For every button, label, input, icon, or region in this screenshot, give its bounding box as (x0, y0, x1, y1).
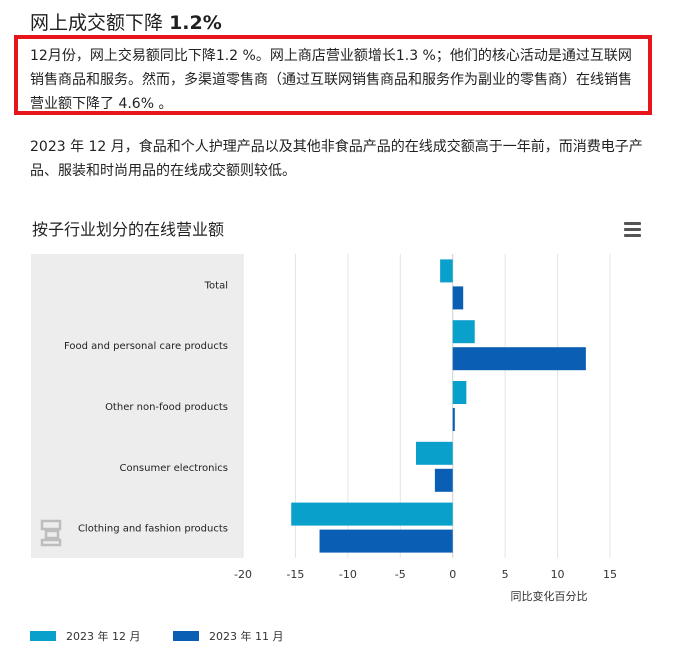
x-tick-label: 15 (603, 568, 617, 581)
bar[interactable] (452, 286, 464, 310)
legend-label: 2023 年 11 月 (209, 630, 284, 643)
legend-item[interactable]: 2023 年 12 月 (30, 628, 140, 644)
chart-title: 按子行业划分的在线营业额 (32, 220, 225, 239)
category-label: Total (204, 280, 228, 291)
category-panel (31, 254, 243, 558)
legend-item[interactable]: 2023 年 11 月 (173, 628, 283, 644)
bar[interactable] (291, 502, 453, 526)
bar[interactable] (452, 320, 475, 344)
category-label: Consumer electronics (119, 463, 228, 474)
legend-swatch (30, 631, 56, 641)
bar-chart: -20 -15 -10 -5 0 5 10 15 同比变化百分比 Total Food and pe… (31, 254, 617, 603)
highlighted-summary-text: 12月份，网上交易额同比下降1.2 %。网上商店营业额增长1.3 %；他们的核心… (30, 48, 632, 112)
x-tick-label: -15 (286, 568, 304, 581)
bar[interactable] (452, 347, 586, 371)
bar[interactable] (319, 529, 453, 553)
legend-label: 2023 年 12 月 (66, 630, 141, 643)
hamburger-menu-icon[interactable] (624, 222, 641, 237)
legend-swatch (173, 631, 199, 641)
category-label: Other non-food products (105, 402, 228, 413)
x-tick-label: 10 (551, 568, 565, 581)
x-tick-label: -5 (395, 568, 406, 581)
bar[interactable] (452, 408, 455, 431)
heading-text: 网上成交额下降 (30, 12, 164, 34)
x-tick-label: 0 (449, 568, 456, 581)
x-axis-label: 同比变化百分比 (511, 589, 588, 603)
category-label: Food and personal care products (64, 341, 228, 352)
heading-value: 1.2% (169, 12, 222, 34)
x-tick-label: 5 (502, 568, 509, 581)
cbs-logo-icon (40, 519, 62, 547)
bar[interactable] (440, 259, 453, 283)
bar[interactable] (434, 468, 453, 492)
x-tick-label: -10 (339, 568, 357, 581)
x-tick-label: -20 (234, 568, 252, 581)
highlighted-summary: 12月份，网上交易额同比下降1.2 %。网上商店营业额增长1.3 %；他们的核心… (14, 35, 652, 115)
bar[interactable] (452, 381, 467, 404)
bar[interactable] (416, 441, 453, 465)
page-heading: 网上成交额下降 1.2% (30, 8, 222, 35)
category-label: Clothing and fashion products (78, 524, 228, 535)
intro-paragraph: 2023 年 12 月，食品和个人护理产品以及其他非食品产品的在线成交额高于一年… (30, 139, 643, 179)
